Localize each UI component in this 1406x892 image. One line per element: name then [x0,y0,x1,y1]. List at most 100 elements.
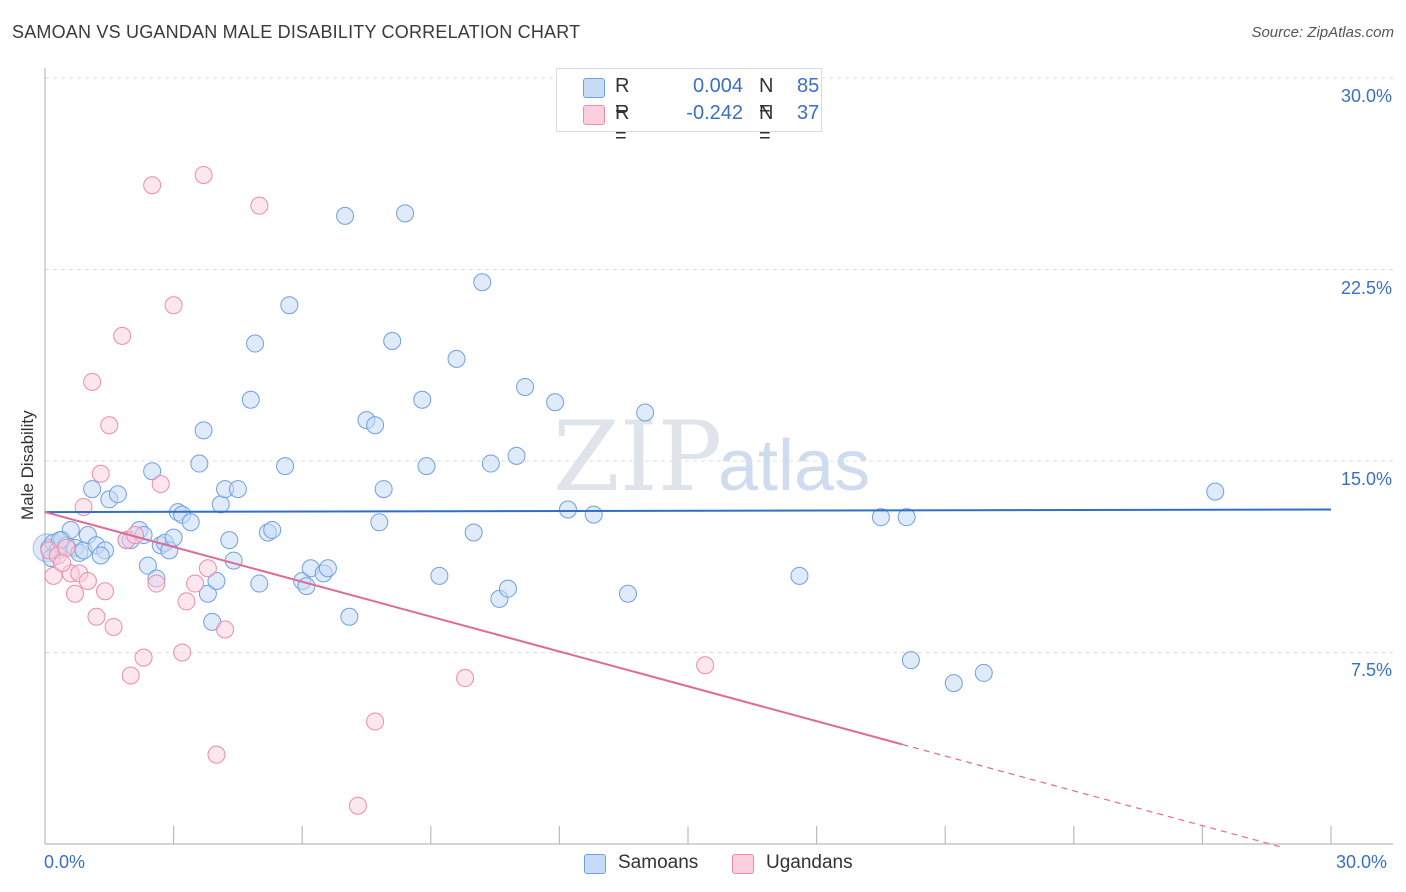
series-ugandans [40,166,715,815]
ugandans-point [83,372,102,391]
samoans-point [374,480,393,499]
samoans-point [618,584,637,603]
gridlines [45,77,1393,653]
samoans-point [241,390,260,409]
ugandans-point [348,796,367,815]
y-tick-15: 15.0% [1340,469,1392,489]
samoans-point [246,334,265,353]
ugandans-point [66,584,85,603]
ugandans-point [121,666,140,685]
samoans-point [901,651,920,670]
legend-label-ugandans: Ugandans [766,852,853,873]
legend-swatch-ugandans [583,105,605,125]
samoans-point [558,500,577,519]
ugandans-point [173,643,192,662]
ugandans-point [250,196,269,215]
samoans-point [276,457,295,476]
samoans-point [297,577,316,596]
ugandans-point [194,166,213,185]
samoans-point [83,480,102,499]
samoans-point [198,584,217,603]
samoans-point [871,508,890,527]
ugandans-point [104,617,123,636]
samoans-point [413,390,432,409]
ugandans-point [53,554,72,573]
legend-swatch-samoans [583,78,605,98]
samoans-point [263,520,282,539]
samoans-point [211,495,230,514]
ugandans-point [207,745,226,764]
legend-n-label: N = [759,102,774,147]
samoans-point [250,574,269,593]
samoans-point [207,572,226,591]
ugandans-point [456,669,475,688]
samoans-point [396,204,415,223]
ugandans-point [134,648,153,667]
y-tick-22-5: 22.5% [1340,278,1392,298]
samoans-point [546,393,565,412]
samoans-point [228,480,247,499]
x-tick-min: 0.0% [44,852,86,872]
samoans-point [974,663,993,682]
samoans-point [790,566,809,585]
samoans-point [366,416,385,435]
samoans-point [340,607,359,626]
samoans-point [336,206,355,225]
ugandans-point [147,574,166,593]
samoans-trend-line [44,508,1332,514]
legend-n-value: 37 [797,102,820,124]
watermark-atlas: atlas [718,426,870,506]
y-tick-7-5: 7.5% [1350,660,1392,680]
samoans-point [138,556,157,575]
samoans-point [507,446,526,465]
ugandans-point [100,416,119,435]
legend-r-label: R = [615,75,630,120]
samoans-point [181,513,200,532]
ugandans-trend-line [44,511,903,746]
ugandans-point [164,296,183,315]
samoans-point [318,559,337,578]
ugandans-point [44,566,63,585]
samoans-point [190,454,209,473]
ugandans-point [87,607,106,626]
samoans-point [280,296,299,315]
watermark: ZIP atlas [553,401,870,513]
ugandans-point [57,538,76,557]
ugandans-point [366,712,385,731]
ugandans-point [78,572,97,591]
source-label: Source: ZipAtlas.com [1251,24,1394,41]
ugandans-point [143,176,162,195]
ugandans-point [696,656,715,675]
legend-r-label: R = [615,102,630,147]
samoans-point [220,531,239,550]
ugandans-point [216,620,235,639]
samoans-point [194,421,213,440]
legend-n-label: N = [759,75,774,120]
samoans-point [143,462,162,481]
ugandans-point [96,582,115,601]
samoans-point [383,331,402,350]
legend-r-value: 0.004 [692,75,743,97]
trend-lines [44,508,1332,848]
samoans-point [481,454,500,473]
y-tick-30: 30.0% [1340,86,1392,106]
ugandans-point [177,592,196,611]
samoans-point [370,513,389,532]
samoans-point [91,546,110,565]
correlation-legend: R = 0.004 N = 85 R = -0.242 N = 37 [556,68,822,147]
legend-n-value: 85 [797,75,820,97]
samoans-point [464,523,483,542]
samoans-point [944,674,963,693]
ugandans-point [91,464,110,483]
samoans-point [417,457,436,476]
ugandans-trend-extension [902,743,1280,848]
legend-swatch-ugandans [732,854,754,874]
watermark-zip: ZIP [553,401,722,513]
axes [44,68,1393,845]
legend-swatch-samoans [584,854,606,874]
ugandans-point [186,574,205,593]
samoans-point [430,566,449,585]
samoans-point [636,403,655,422]
samoans-point [1206,482,1225,501]
